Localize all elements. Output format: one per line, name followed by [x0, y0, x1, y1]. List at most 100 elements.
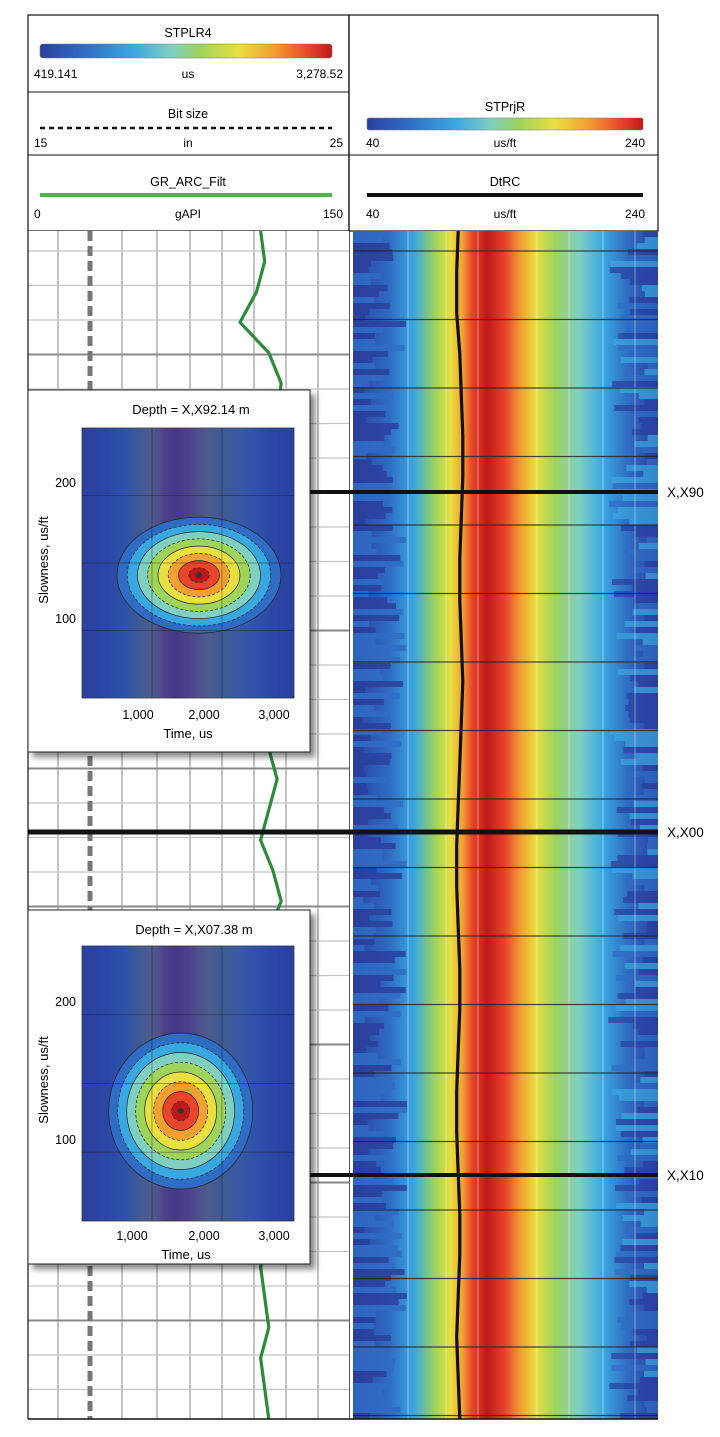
- heatmap-stripe-right: [636, 243, 658, 249]
- heatmap-stripe-right: [627, 891, 658, 897]
- heatmap-stripe-right: [633, 1083, 658, 1089]
- heatmap-stripe-left: [353, 1101, 408, 1107]
- heatmap-stripe-left: [353, 975, 394, 981]
- heatmap-stripe-left: [353, 1239, 370, 1245]
- heatmap-stripe-left: [353, 1029, 380, 1035]
- stprjr-heatmap: [353, 231, 658, 1419]
- depth-label-x00: X,X00: [667, 825, 704, 840]
- heatmap-stripe-left: [353, 579, 384, 585]
- inset1-stc-contours: [82, 428, 294, 698]
- heatmap-stripe-right: [632, 585, 658, 591]
- heatmap-stripe-right: [624, 963, 658, 969]
- heatmap-stripe-right: [615, 1125, 658, 1131]
- heatmap-stripe-left: [353, 495, 388, 501]
- heatmap-stripe-right: [637, 1347, 658, 1353]
- inset2-xtick-2: 3,000: [258, 1229, 289, 1243]
- heatmap-stripe-right: [635, 627, 658, 633]
- heatmap-stripe-right: [629, 297, 658, 303]
- heatmap-stripe-right: [629, 717, 658, 723]
- heatmap-stripe-right: [644, 561, 658, 567]
- heatmap-stripe-left: [353, 1251, 402, 1257]
- heatmap-stripe-right: [641, 285, 658, 291]
- heatmap-stripe-right: [644, 723, 658, 729]
- heatmap-stripe-right: [642, 1137, 658, 1143]
- heatmap-stripe-left: [353, 1005, 389, 1011]
- heatmap-stripe-left: [353, 1089, 389, 1095]
- heatmap-stripe-right: [617, 669, 658, 675]
- stprjr-title: STPrjR: [485, 100, 525, 114]
- heatmap-stripe-right: [624, 621, 658, 627]
- heatmap-stripe-right: [645, 573, 658, 579]
- heatmap-stripe-left: [353, 879, 371, 885]
- inset2-title: Depth = X,X07.38 m: [135, 922, 252, 937]
- heatmap-stripe-left: [353, 639, 376, 645]
- heatmap-stripe-left: [353, 849, 383, 855]
- heatmap-stripe-left: [353, 1245, 398, 1251]
- heatmap-stripe-left: [353, 1371, 387, 1377]
- heatmap-stripe-right: [643, 651, 658, 657]
- heatmap-stripe-right: [609, 267, 658, 273]
- heatmap-stripe-left: [353, 519, 366, 525]
- heatmap-stripe-left: [353, 441, 384, 447]
- heatmap-stripe-left: [353, 1047, 367, 1053]
- heatmap-stripe-left: [353, 921, 393, 927]
- heatmap-stripe-right: [612, 951, 658, 957]
- heatmap-stripe-right: [616, 807, 658, 813]
- heatmap-stripe-right: [617, 1155, 658, 1161]
- heatmap-stripe-left: [353, 861, 407, 867]
- heatmap-stripe-right: [643, 231, 658, 237]
- heatmap-stripe-left: [353, 681, 403, 687]
- heatmap-stripe-right: [631, 429, 658, 435]
- heatmap-stripe-right: [621, 273, 658, 279]
- heatmap-stripe-right: [640, 1221, 658, 1227]
- depth-label-x90: X,X90: [667, 485, 704, 500]
- heatmap-stripe-left: [353, 753, 392, 759]
- heatmap-stripe-left: [353, 429, 392, 435]
- heatmap-stripe-right: [633, 801, 658, 807]
- heatmap-stripe-left: [353, 345, 405, 351]
- heatmap-stripe-right: [634, 555, 658, 561]
- heatmap-stripe-left: [353, 1281, 385, 1287]
- heatmap-stripe-right: [643, 1161, 658, 1167]
- heatmap-stripe-right: [638, 603, 658, 609]
- heatmap-stripe-left: [353, 633, 405, 639]
- inset1-xtick-1: 2,000: [188, 708, 219, 722]
- dtrc-unit: us/ft: [494, 207, 517, 221]
- heatmap-stripe-left: [353, 585, 382, 591]
- inset-stc-x92: Depth = X,X92.14 m 1,000 2,000 3,000 Tim…: [27, 389, 311, 753]
- inset2-xtick-1: 2,000: [188, 1229, 219, 1243]
- bitsize-unit: in: [183, 136, 192, 150]
- heatmap-stripe-right: [618, 345, 658, 351]
- heatmap-stripe-left: [353, 267, 369, 273]
- heatmap-stripe-left: [353, 969, 407, 975]
- heatmap-stripe-right: [644, 1053, 658, 1059]
- heatmap-stripe-left: [353, 297, 374, 303]
- heatmap-stripe-right: [634, 687, 658, 693]
- heatmap-stripe-right: [620, 1245, 658, 1251]
- heatmap-stripe-left: [353, 597, 388, 603]
- heatmap-stripe-right: [639, 1143, 658, 1149]
- heatmap-stripe-left: [353, 339, 376, 345]
- heatmap-stripe-left: [353, 357, 373, 363]
- inset2-stc-contours: [82, 946, 294, 1221]
- heatmap-stripe-left: [353, 363, 376, 369]
- heatmap-stripe-left: [353, 1299, 399, 1305]
- heatmap-stripe-left: [353, 543, 372, 549]
- heatmap-stripe-left: [353, 1407, 401, 1413]
- heatmap-stripe-right: [641, 423, 658, 429]
- heatmap-stripe-right: [632, 609, 658, 615]
- stprjr-track: [353, 230, 658, 1420]
- heatmap-stripe-right: [621, 1113, 658, 1119]
- heatmap-stripe-left: [353, 1215, 376, 1221]
- heatmap-stripe-right: [609, 501, 658, 507]
- heatmap-stripe-left: [353, 693, 400, 699]
- heatmap-stripe-right: [629, 813, 658, 819]
- heatmap-stripe-right: [644, 399, 658, 405]
- heatmap-stripe-left: [353, 615, 400, 621]
- heatmap-stripe-left: [353, 1041, 379, 1047]
- stprjr-unit: us/ft: [494, 136, 517, 150]
- heatmap-stripe-right: [645, 1071, 658, 1077]
- heatmap-stripe-right: [637, 447, 658, 453]
- heatmap-stripe-right: [611, 579, 658, 585]
